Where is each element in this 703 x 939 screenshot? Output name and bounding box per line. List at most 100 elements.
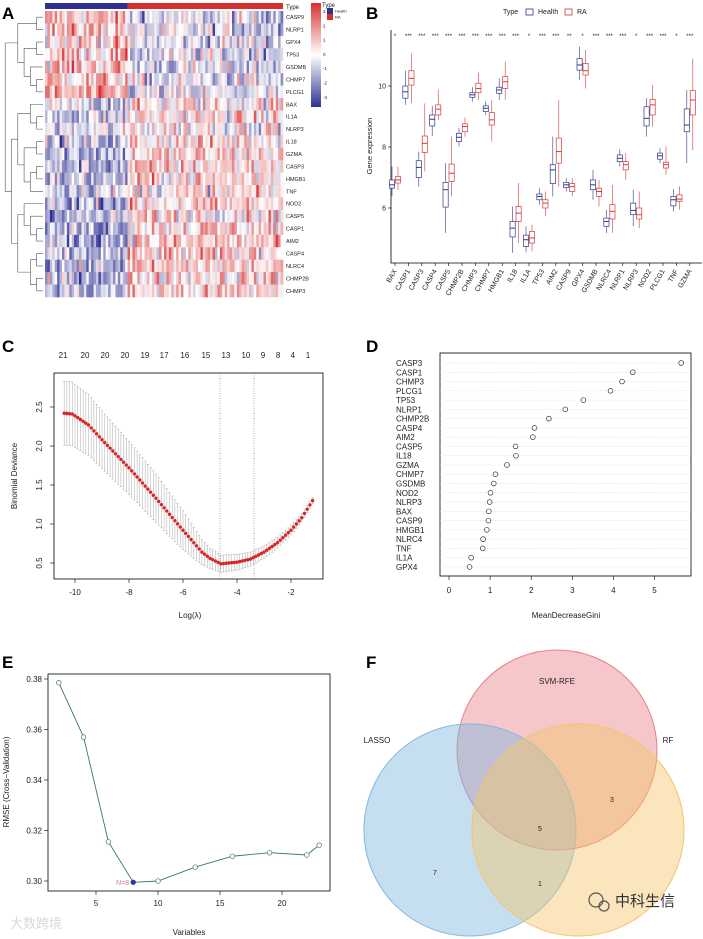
heatmap-cell bbox=[273, 11, 277, 24]
heatmap-cell bbox=[59, 234, 63, 248]
heatmap-cell bbox=[266, 73, 269, 86]
rmse-point bbox=[229, 853, 236, 859]
heatmap-cell bbox=[234, 247, 238, 260]
importance-point bbox=[479, 545, 486, 552]
heatmap-cell bbox=[200, 11, 204, 24]
deviance-point bbox=[159, 502, 164, 507]
heatmap-cell bbox=[122, 85, 126, 99]
heatmap-cell bbox=[256, 147, 260, 161]
heatmap-cell bbox=[164, 98, 167, 111]
heatmap-cell bbox=[66, 259, 70, 273]
heatmap-cell bbox=[181, 222, 184, 236]
heatmap-cell bbox=[96, 23, 99, 37]
heatmap-cell bbox=[258, 110, 262, 124]
heatmap-cell bbox=[62, 122, 65, 136]
heatmap-cell bbox=[205, 110, 209, 124]
heatmap-cell bbox=[215, 209, 218, 223]
heatmap-cell bbox=[66, 73, 70, 86]
heatmap-cell bbox=[76, 98, 80, 111]
heatmap-cell bbox=[103, 60, 107, 74]
deviance-point bbox=[151, 493, 155, 497]
heatmap-cell bbox=[202, 272, 206, 285]
heatmap-cell bbox=[227, 284, 230, 298]
heatmap-cell bbox=[57, 160, 60, 173]
heatmap-cell bbox=[93, 147, 97, 161]
heatmap-cell bbox=[270, 272, 274, 285]
heatmap-cell bbox=[205, 160, 209, 173]
heatmap-cell bbox=[76, 73, 80, 86]
heatmap-cell bbox=[251, 222, 255, 236]
heatmap-cell bbox=[246, 222, 250, 236]
deviance-point bbox=[108, 446, 112, 450]
heatmap-cell bbox=[229, 172, 233, 186]
heatmap-cell bbox=[210, 197, 213, 211]
heatmap-cell bbox=[181, 98, 184, 111]
heatmap-cell bbox=[246, 110, 250, 124]
heatmap-cell bbox=[161, 23, 165, 37]
heatmap-cell bbox=[59, 85, 63, 99]
deviance-point bbox=[189, 537, 193, 542]
heatmap-cell bbox=[117, 147, 121, 161]
box-health bbox=[643, 106, 650, 127]
heatmap-cell bbox=[210, 73, 213, 86]
importance-point bbox=[484, 527, 490, 533]
heatmap-cell bbox=[239, 110, 243, 124]
heatmap-cell bbox=[66, 147, 70, 161]
heatmap-cell bbox=[149, 122, 153, 136]
heatmap-cell bbox=[239, 185, 243, 198]
heatmap-cell bbox=[71, 135, 75, 149]
importance-point bbox=[678, 360, 684, 366]
heatmap-cell bbox=[239, 11, 243, 24]
heatmap-cell bbox=[256, 110, 260, 124]
heatmap-cell bbox=[188, 110, 192, 124]
heatmap-cell bbox=[93, 222, 97, 236]
heatmap-cell bbox=[278, 247, 281, 260]
heatmap-cell bbox=[166, 122, 170, 136]
heatmap-cell bbox=[198, 284, 201, 298]
heatmap-cell bbox=[173, 209, 177, 223]
heatmap-cell bbox=[173, 23, 177, 37]
heatmap-cell bbox=[236, 11, 240, 24]
box-health bbox=[389, 179, 395, 189]
dendrogram-branch bbox=[4, 42, 18, 192]
heatmap-cell bbox=[108, 110, 111, 124]
heatmap-cell bbox=[71, 185, 75, 198]
heatmap-cell bbox=[173, 259, 177, 273]
heatmap-cell bbox=[193, 147, 196, 161]
heatmap-cell bbox=[261, 85, 264, 99]
heatmap-cell bbox=[273, 247, 277, 260]
heatmap-cell bbox=[59, 73, 63, 86]
heatmap-cell bbox=[173, 234, 177, 248]
heatmap-cell bbox=[212, 197, 216, 211]
heatmap-cell bbox=[173, 98, 177, 111]
heatmap-cell bbox=[258, 185, 262, 198]
heatmap-cell bbox=[142, 110, 145, 124]
box-ra bbox=[569, 183, 576, 192]
heatmap-cell bbox=[210, 172, 213, 186]
heatmap-cell bbox=[91, 172, 94, 186]
significance-label: *** bbox=[458, 34, 466, 40]
heatmap-cell bbox=[149, 110, 153, 124]
box-ra bbox=[421, 135, 428, 153]
heatmap-cell bbox=[76, 197, 80, 211]
heatmap-cell bbox=[125, 172, 128, 186]
type-annotation-label: Type bbox=[286, 5, 300, 11]
significance-label: *** bbox=[432, 34, 440, 40]
heatmap-cell bbox=[181, 85, 184, 99]
heatmap-cell bbox=[258, 272, 262, 285]
heatmap-cell bbox=[154, 85, 158, 99]
heatmap-cell bbox=[195, 234, 199, 248]
heatmap-cell bbox=[207, 48, 211, 62]
heatmap-cell bbox=[113, 209, 116, 223]
heatmap-cell bbox=[154, 98, 158, 111]
heatmap-cell bbox=[66, 247, 70, 260]
heatmap-cell bbox=[173, 135, 177, 149]
significance-label: *** bbox=[445, 34, 453, 40]
deviance-point bbox=[194, 544, 199, 548]
heatmap-cell bbox=[154, 197, 158, 211]
heatmap-cell bbox=[246, 23, 250, 37]
heatmap-cell bbox=[198, 85, 201, 99]
top-axis-label: 10 bbox=[241, 351, 250, 360]
heatmap-cell bbox=[270, 60, 274, 74]
heatmap-cell bbox=[105, 247, 109, 260]
